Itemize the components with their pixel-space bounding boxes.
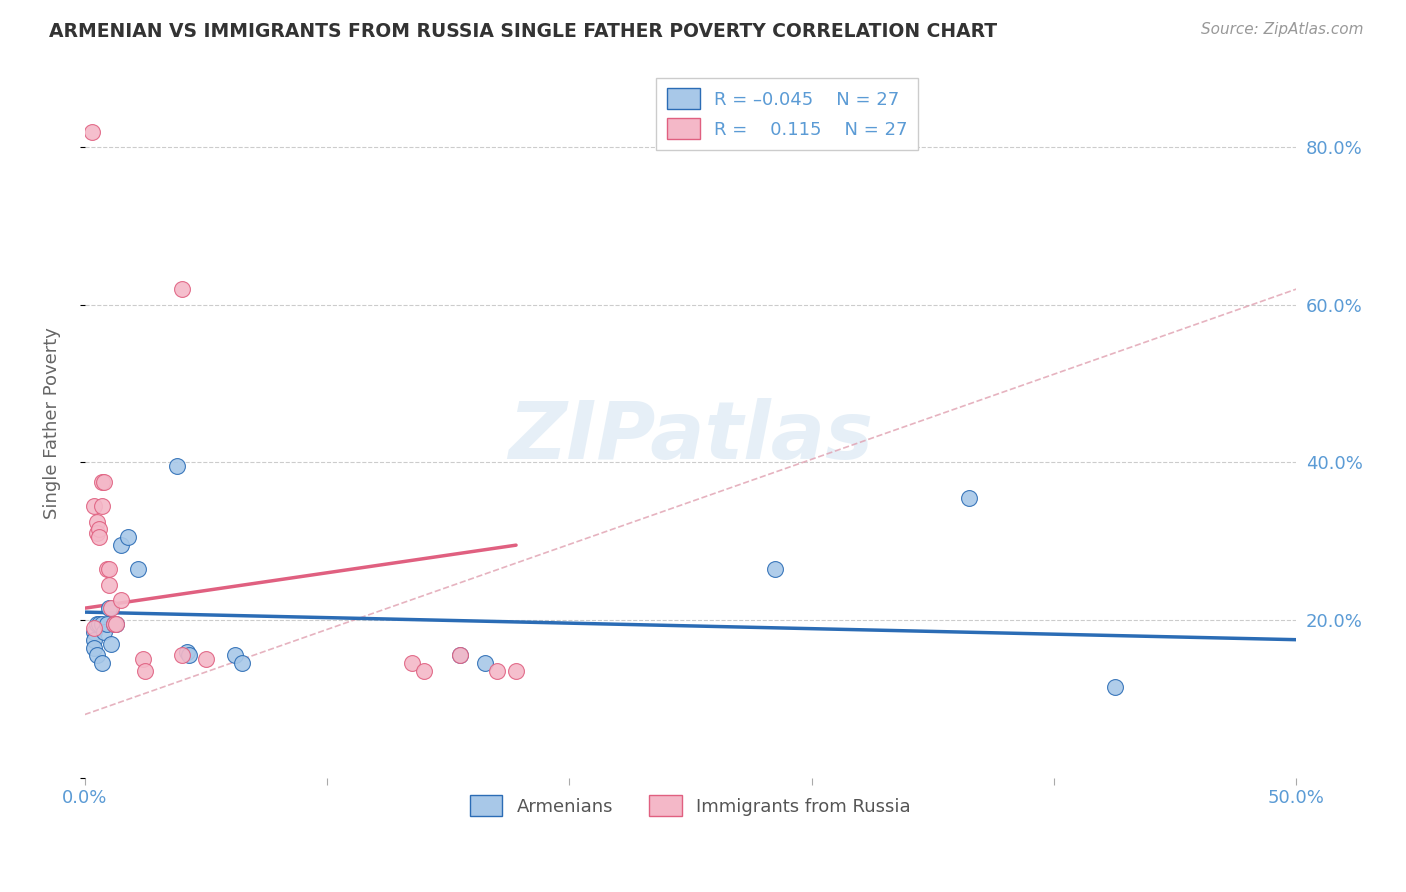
Point bbox=[231, 657, 253, 671]
Point bbox=[117, 530, 139, 544]
Point bbox=[93, 624, 115, 639]
Point bbox=[89, 616, 111, 631]
Text: ARMENIAN VS IMMIGRANTS FROM RUSSIA SINGLE FATHER POVERTY CORRELATION CHART: ARMENIAN VS IMMIGRANTS FROM RUSSIA SINGL… bbox=[49, 22, 997, 41]
Point bbox=[100, 637, 122, 651]
Point bbox=[110, 593, 132, 607]
Point bbox=[83, 499, 105, 513]
Point bbox=[103, 616, 125, 631]
Point bbox=[1104, 680, 1126, 694]
Point bbox=[134, 664, 156, 678]
Point bbox=[105, 616, 128, 631]
Point bbox=[83, 624, 105, 639]
Point bbox=[97, 601, 120, 615]
Point bbox=[449, 648, 471, 663]
Point bbox=[957, 491, 980, 505]
Point bbox=[763, 562, 786, 576]
Point bbox=[90, 475, 112, 490]
Point bbox=[96, 616, 118, 631]
Point bbox=[449, 648, 471, 663]
Point bbox=[474, 657, 496, 671]
Point bbox=[80, 124, 103, 138]
Point bbox=[86, 616, 108, 631]
Point bbox=[177, 648, 200, 663]
Point bbox=[86, 648, 108, 663]
Point bbox=[89, 522, 111, 536]
Point bbox=[127, 562, 149, 576]
Point bbox=[90, 616, 112, 631]
Point bbox=[83, 640, 105, 655]
Point bbox=[83, 632, 105, 647]
Point bbox=[505, 664, 527, 678]
Legend: Armenians, Immigrants from Russia: Armenians, Immigrants from Russia bbox=[461, 787, 920, 825]
Point bbox=[224, 648, 246, 663]
Point bbox=[96, 562, 118, 576]
Point bbox=[90, 499, 112, 513]
Point bbox=[97, 577, 120, 591]
Point bbox=[89, 530, 111, 544]
Point bbox=[105, 616, 128, 631]
Y-axis label: Single Father Poverty: Single Father Poverty bbox=[44, 327, 60, 519]
Text: Source: ZipAtlas.com: Source: ZipAtlas.com bbox=[1201, 22, 1364, 37]
Point bbox=[86, 526, 108, 541]
Point bbox=[170, 282, 193, 296]
Point bbox=[413, 664, 436, 678]
Point bbox=[401, 657, 423, 671]
Point bbox=[93, 475, 115, 490]
Point bbox=[166, 459, 188, 474]
Point bbox=[83, 621, 105, 635]
Point bbox=[103, 616, 125, 631]
Point bbox=[176, 644, 198, 658]
Point bbox=[170, 648, 193, 663]
Point bbox=[485, 664, 508, 678]
Text: ZIPatlas: ZIPatlas bbox=[508, 398, 873, 476]
Point bbox=[194, 652, 217, 666]
Point bbox=[110, 538, 132, 552]
Point bbox=[86, 515, 108, 529]
Point bbox=[97, 562, 120, 576]
Point bbox=[100, 601, 122, 615]
Point bbox=[132, 652, 155, 666]
Point bbox=[90, 657, 112, 671]
